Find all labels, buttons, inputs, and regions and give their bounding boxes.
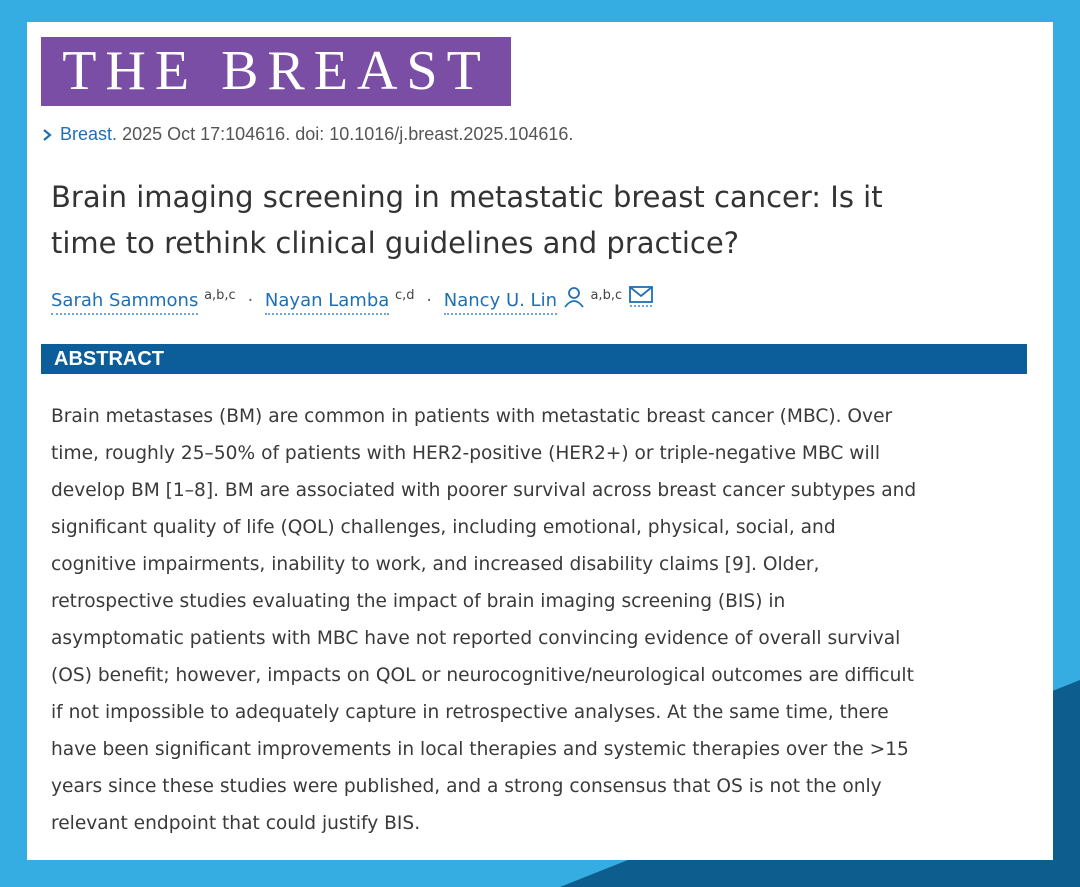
abstract-line: have been significant improvements in lo… — [51, 739, 909, 760]
abstract-text: Brain metastases (BM) are common in pati… — [51, 398, 916, 842]
abstract-line: years since these studies were published… — [51, 776, 882, 797]
chevron-icon — [43, 129, 52, 141]
abstract-line: asymptomatic patients with MBC have not … — [51, 628, 901, 649]
abstract-line: retrospective studies evaluating the imp… — [51, 591, 786, 612]
article-panel: THE BREAST Breast. 2025 Oct 17:104616. d… — [27, 22, 1053, 860]
affiliation: a,b,c — [204, 288, 236, 303]
citation-text: 2025 Oct 17:104616. doi: 10.1016/j.breas… — [122, 124, 574, 144]
abstract-line: if not impossible to adequately capture … — [51, 702, 889, 723]
email-icon[interactable] — [628, 284, 654, 308]
title-line: Brain imaging screening in metastatic br… — [51, 180, 883, 214]
abstract-line: relevant endpoint that could justify BIS… — [51, 813, 421, 834]
abstract-line: (OS) benefit; however, impacts on QOL or… — [51, 665, 914, 686]
author-link[interactable]: Nancy U. Lin — [443, 290, 557, 315]
citation: Breast. 2025 Oct 17:104616. doi: 10.1016… — [41, 124, 573, 145]
separator: · — [247, 290, 254, 311]
abstract-line: develop BM [1–8]. BM are associated with… — [51, 480, 917, 501]
article-title: Brain imaging screening in metastatic br… — [51, 174, 1011, 266]
abstract-line: time, roughly 25–50% of patients with HE… — [51, 443, 881, 464]
abstract-line: Brain metastases (BM) are common in pati… — [51, 406, 893, 427]
person-icon[interactable] — [563, 286, 585, 308]
author-link[interactable]: Nayan Lamba — [264, 290, 390, 315]
affiliation: a,b,c — [590, 288, 623, 303]
title-line: time to rethink clinical guidelines and … — [51, 226, 740, 260]
abstract-line: cognitive impairments, inability to work… — [51, 554, 820, 575]
author-list: Sarah Sammons a,b,c · Nayan Lamba c,d · … — [51, 284, 654, 315]
journal-link[interactable]: Breast. — [60, 124, 118, 144]
author-link[interactable]: Sarah Sammons — [51, 290, 199, 315]
separator: · — [426, 290, 433, 311]
abstract-line: significant quality of life (QOL) challe… — [51, 517, 836, 538]
affiliation: c,d — [395, 288, 415, 303]
journal-logo: THE BREAST — [41, 37, 511, 106]
abstract-heading: ABSTRACT — [41, 344, 1027, 374]
